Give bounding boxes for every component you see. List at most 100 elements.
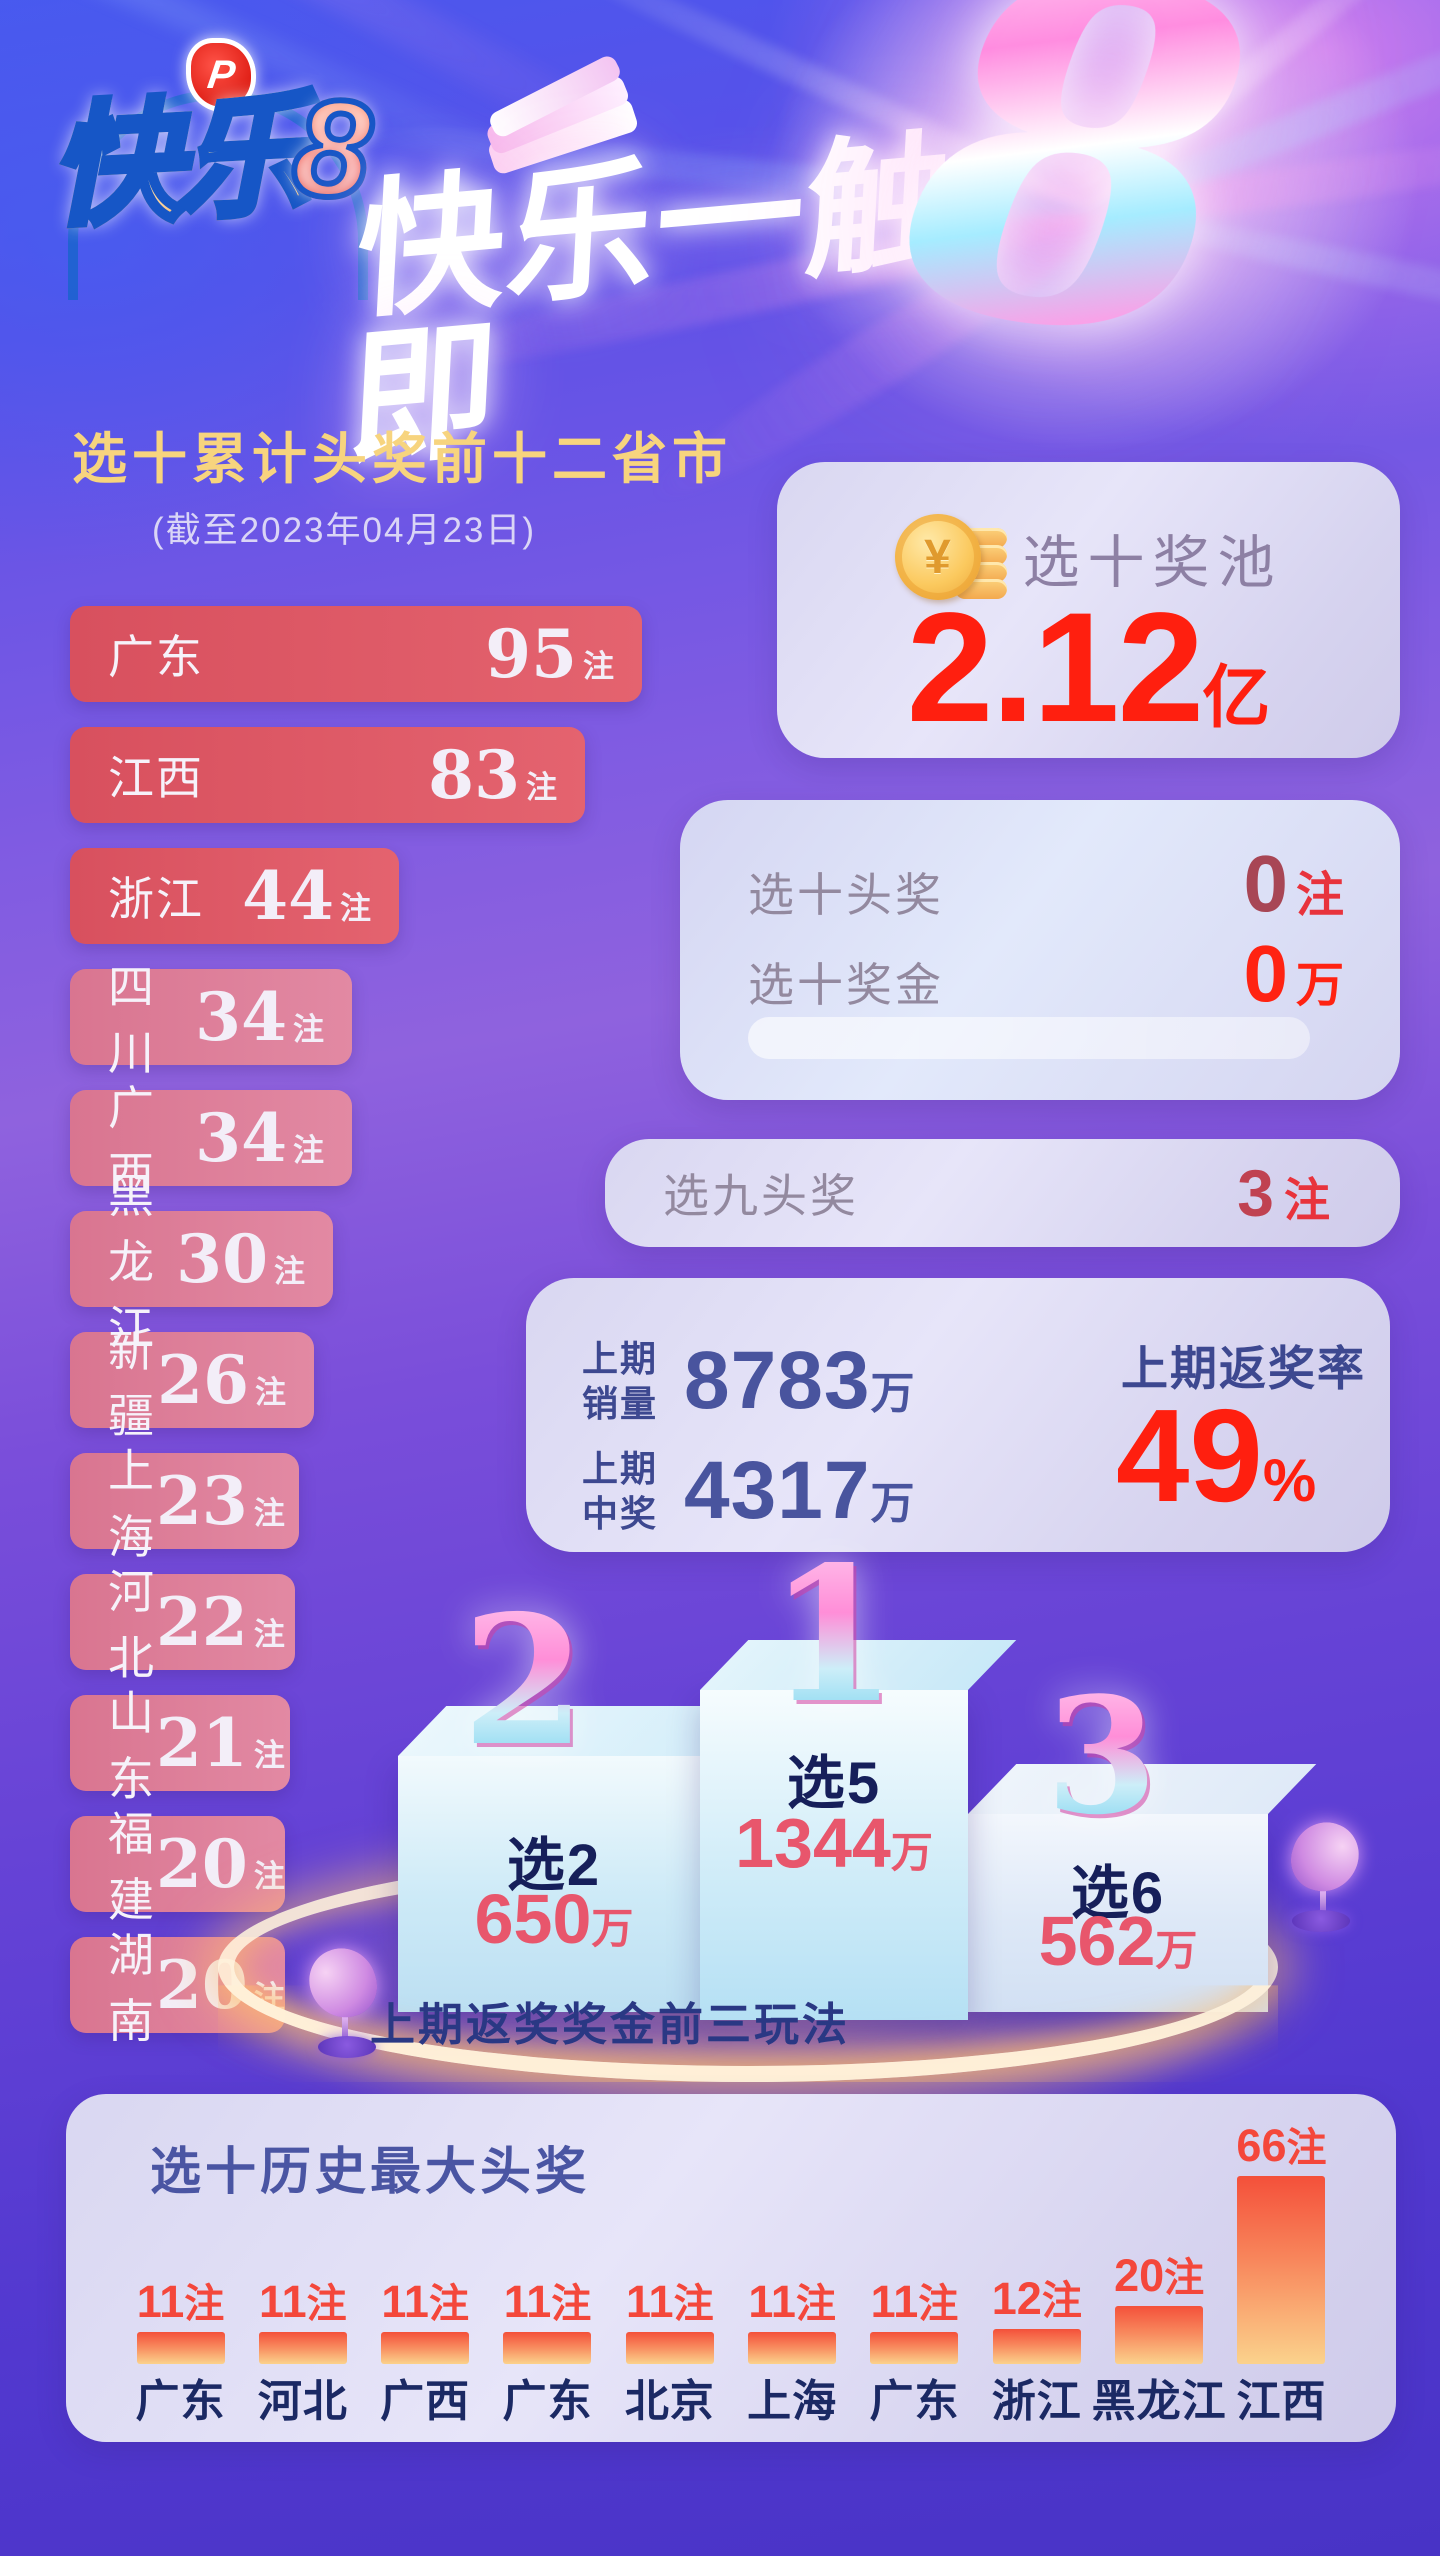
- rank-number-3: 3: [1046, 1662, 1158, 1850]
- count-value: 26 注: [157, 1341, 286, 1419]
- history-count: 11注: [259, 2276, 347, 2327]
- podium-rank2-block: 选2 650万: [398, 1706, 759, 2012]
- history-bar: [1237, 2176, 1326, 2364]
- history-count: 11注: [136, 2276, 225, 2327]
- ranking-bar-浙江: 浙江 44 注: [70, 848, 399, 944]
- podium-game-label: 选2: [506, 1833, 602, 1898]
- count-value: 44 注: [242, 857, 371, 935]
- pool-label: 选十奖池: [1022, 531, 1283, 595]
- ranking-date-note: (截至2023年04月23日): [152, 511, 537, 550]
- kuaile8-logo: P 快乐 8: [43, 38, 386, 300]
- history-bar-广西: 11注广西: [367, 2279, 484, 2430]
- spotlight-icon: [300, 1939, 386, 2058]
- history-bar: [136, 2332, 225, 2364]
- ranking-title: 选十累计头奖前十二省市: [72, 428, 733, 490]
- province-label: 广西: [108, 1082, 156, 1200]
- province-label: 福建: [108, 1808, 156, 1926]
- history-bar: [870, 2332, 959, 2364]
- ranking-bar-福建: 福建 20 注: [70, 1808, 285, 1926]
- ranking-bar-山东: 山东 21 注: [70, 1687, 290, 1805]
- history-bar: [1115, 2306, 1204, 2364]
- ranking-bar-上海: 上海 23 注: [70, 1445, 299, 1563]
- history-province: 河北: [257, 2377, 348, 2426]
- cwl-emblem-icon: P: [186, 38, 256, 112]
- history-bar-北京: 11注 北京: [611, 2279, 728, 2430]
- wins-value: 4317万: [684, 1445, 915, 1536]
- history-bar: [503, 2332, 592, 2364]
- ranking-bar-河北: 河北 22 注: [70, 1566, 295, 1684]
- count-value: 21 注: [156, 1704, 285, 1782]
- row-label: 选十奖金: [748, 959, 944, 1011]
- rank-number-1: 1: [768, 1525, 898, 1744]
- history-province: 黑龙江: [1091, 2377, 1227, 2426]
- history-province: 广东: [135, 2377, 226, 2426]
- count-value: 83 注: [428, 736, 557, 814]
- history-province: 浙江: [991, 2377, 1082, 2426]
- history-count: 11注: [503, 2276, 592, 2327]
- ranking-bar-黑龙江: 黑龙江 30 注: [70, 1170, 333, 1354]
- count-value: 34 注: [195, 1099, 324, 1177]
- gold-coin-stack-icon: ¥: [894, 510, 1007, 606]
- province-label: 新疆: [108, 1324, 156, 1442]
- jackpot-unit: 注: [1295, 869, 1344, 922]
- rank-number-2: 2: [462, 1576, 586, 1785]
- history-province: 广西: [380, 2377, 471, 2426]
- podium-amount: 562万: [1038, 1902, 1198, 1980]
- province-label: 河北: [108, 1566, 156, 1684]
- history-bar-河北: 11注河北: [244, 2279, 361, 2430]
- count-value: 23 注: [156, 1462, 285, 1540]
- rate-label: 上期返奖率: [1121, 1342, 1366, 1395]
- empty-progress-bar: [748, 1017, 1310, 1059]
- ranking-bar-新疆: 新疆 26 注: [70, 1324, 314, 1442]
- history-province: 北京: [624, 2377, 715, 2426]
- history-title: 选十历史最大头奖: [150, 2143, 591, 2200]
- history-count: 11注: [748, 2276, 836, 2327]
- pool-unit: 亿: [1202, 660, 1271, 736]
- province-label: 江西: [108, 752, 204, 804]
- history-bar-chart: 11注 广东 11注 河北 11注 广西 11注 广东 11注 北京 11注 上海 11注 广东 12注 浙江…: [122, 2094, 1340, 2430]
- ranking-bar-广东: 广东 95 注: [70, 606, 642, 702]
- sales-label: 上期 销量: [582, 1338, 659, 1424]
- count-value: 22 注: [156, 1583, 285, 1661]
- ranking-bar-四川: 四川 34 注: [70, 961, 352, 1079]
- province-label: 四川: [108, 961, 156, 1079]
- podium-amount: 650万: [474, 1880, 634, 1958]
- ranking-bar-广西: 广西 34 注: [70, 1082, 352, 1200]
- history-count: 20注: [1114, 2250, 1205, 2301]
- history-count: 11注: [870, 2276, 959, 2327]
- wins-row: 上期 中奖 4317万: [582, 1446, 914, 1536]
- pool-value: 2.12亿: [777, 590, 1400, 746]
- podium-rank3-block: 选6 562万: [968, 1764, 1317, 2012]
- podium-amount: 1344万: [735, 1804, 933, 1882]
- history-bar-广东: 11注 广东: [856, 2279, 973, 2430]
- province-label: 浙江: [108, 873, 204, 925]
- province-label: 上海: [108, 1445, 156, 1563]
- row-label: 选十头奖: [748, 869, 944, 921]
- history-count: 11注: [381, 2276, 469, 2327]
- bonus-amount: 0: [1243, 929, 1288, 1018]
- history-card: 选十历史最大头奖 11注 广东 11注 河北 11注 广西 11注 广东 11注 北京 11注 上海 1…: [66, 2094, 1396, 2442]
- history-bar: [748, 2332, 837, 2364]
- ranking-bar-江西: 江西 83 注: [70, 727, 585, 823]
- history-bar-浙江: 12注浙江: [978, 2276, 1095, 2430]
- sales-row: 上期 销量 8783万: [582, 1336, 914, 1426]
- bonus-unit: 万: [1295, 959, 1344, 1012]
- history-count: 12注: [991, 2273, 1082, 2324]
- pool-card: ¥ 选十奖池 2.12亿: [777, 462, 1400, 758]
- history-bar: [625, 2332, 714, 2364]
- history-province: 上海: [747, 2377, 838, 2426]
- pick9-label: 选九头奖: [663, 1170, 859, 1222]
- rate-value: 49%: [1116, 1382, 1317, 1529]
- history-bar: [992, 2329, 1081, 2364]
- podium-game-label: 选5: [786, 1751, 882, 1816]
- history-bar: [258, 2332, 347, 2364]
- jackpot-count: 0: [1243, 839, 1288, 928]
- history-count: 66注: [1236, 2120, 1327, 2171]
- province-label: 湖南: [108, 1929, 156, 2047]
- count-value: 95 注: [485, 615, 614, 693]
